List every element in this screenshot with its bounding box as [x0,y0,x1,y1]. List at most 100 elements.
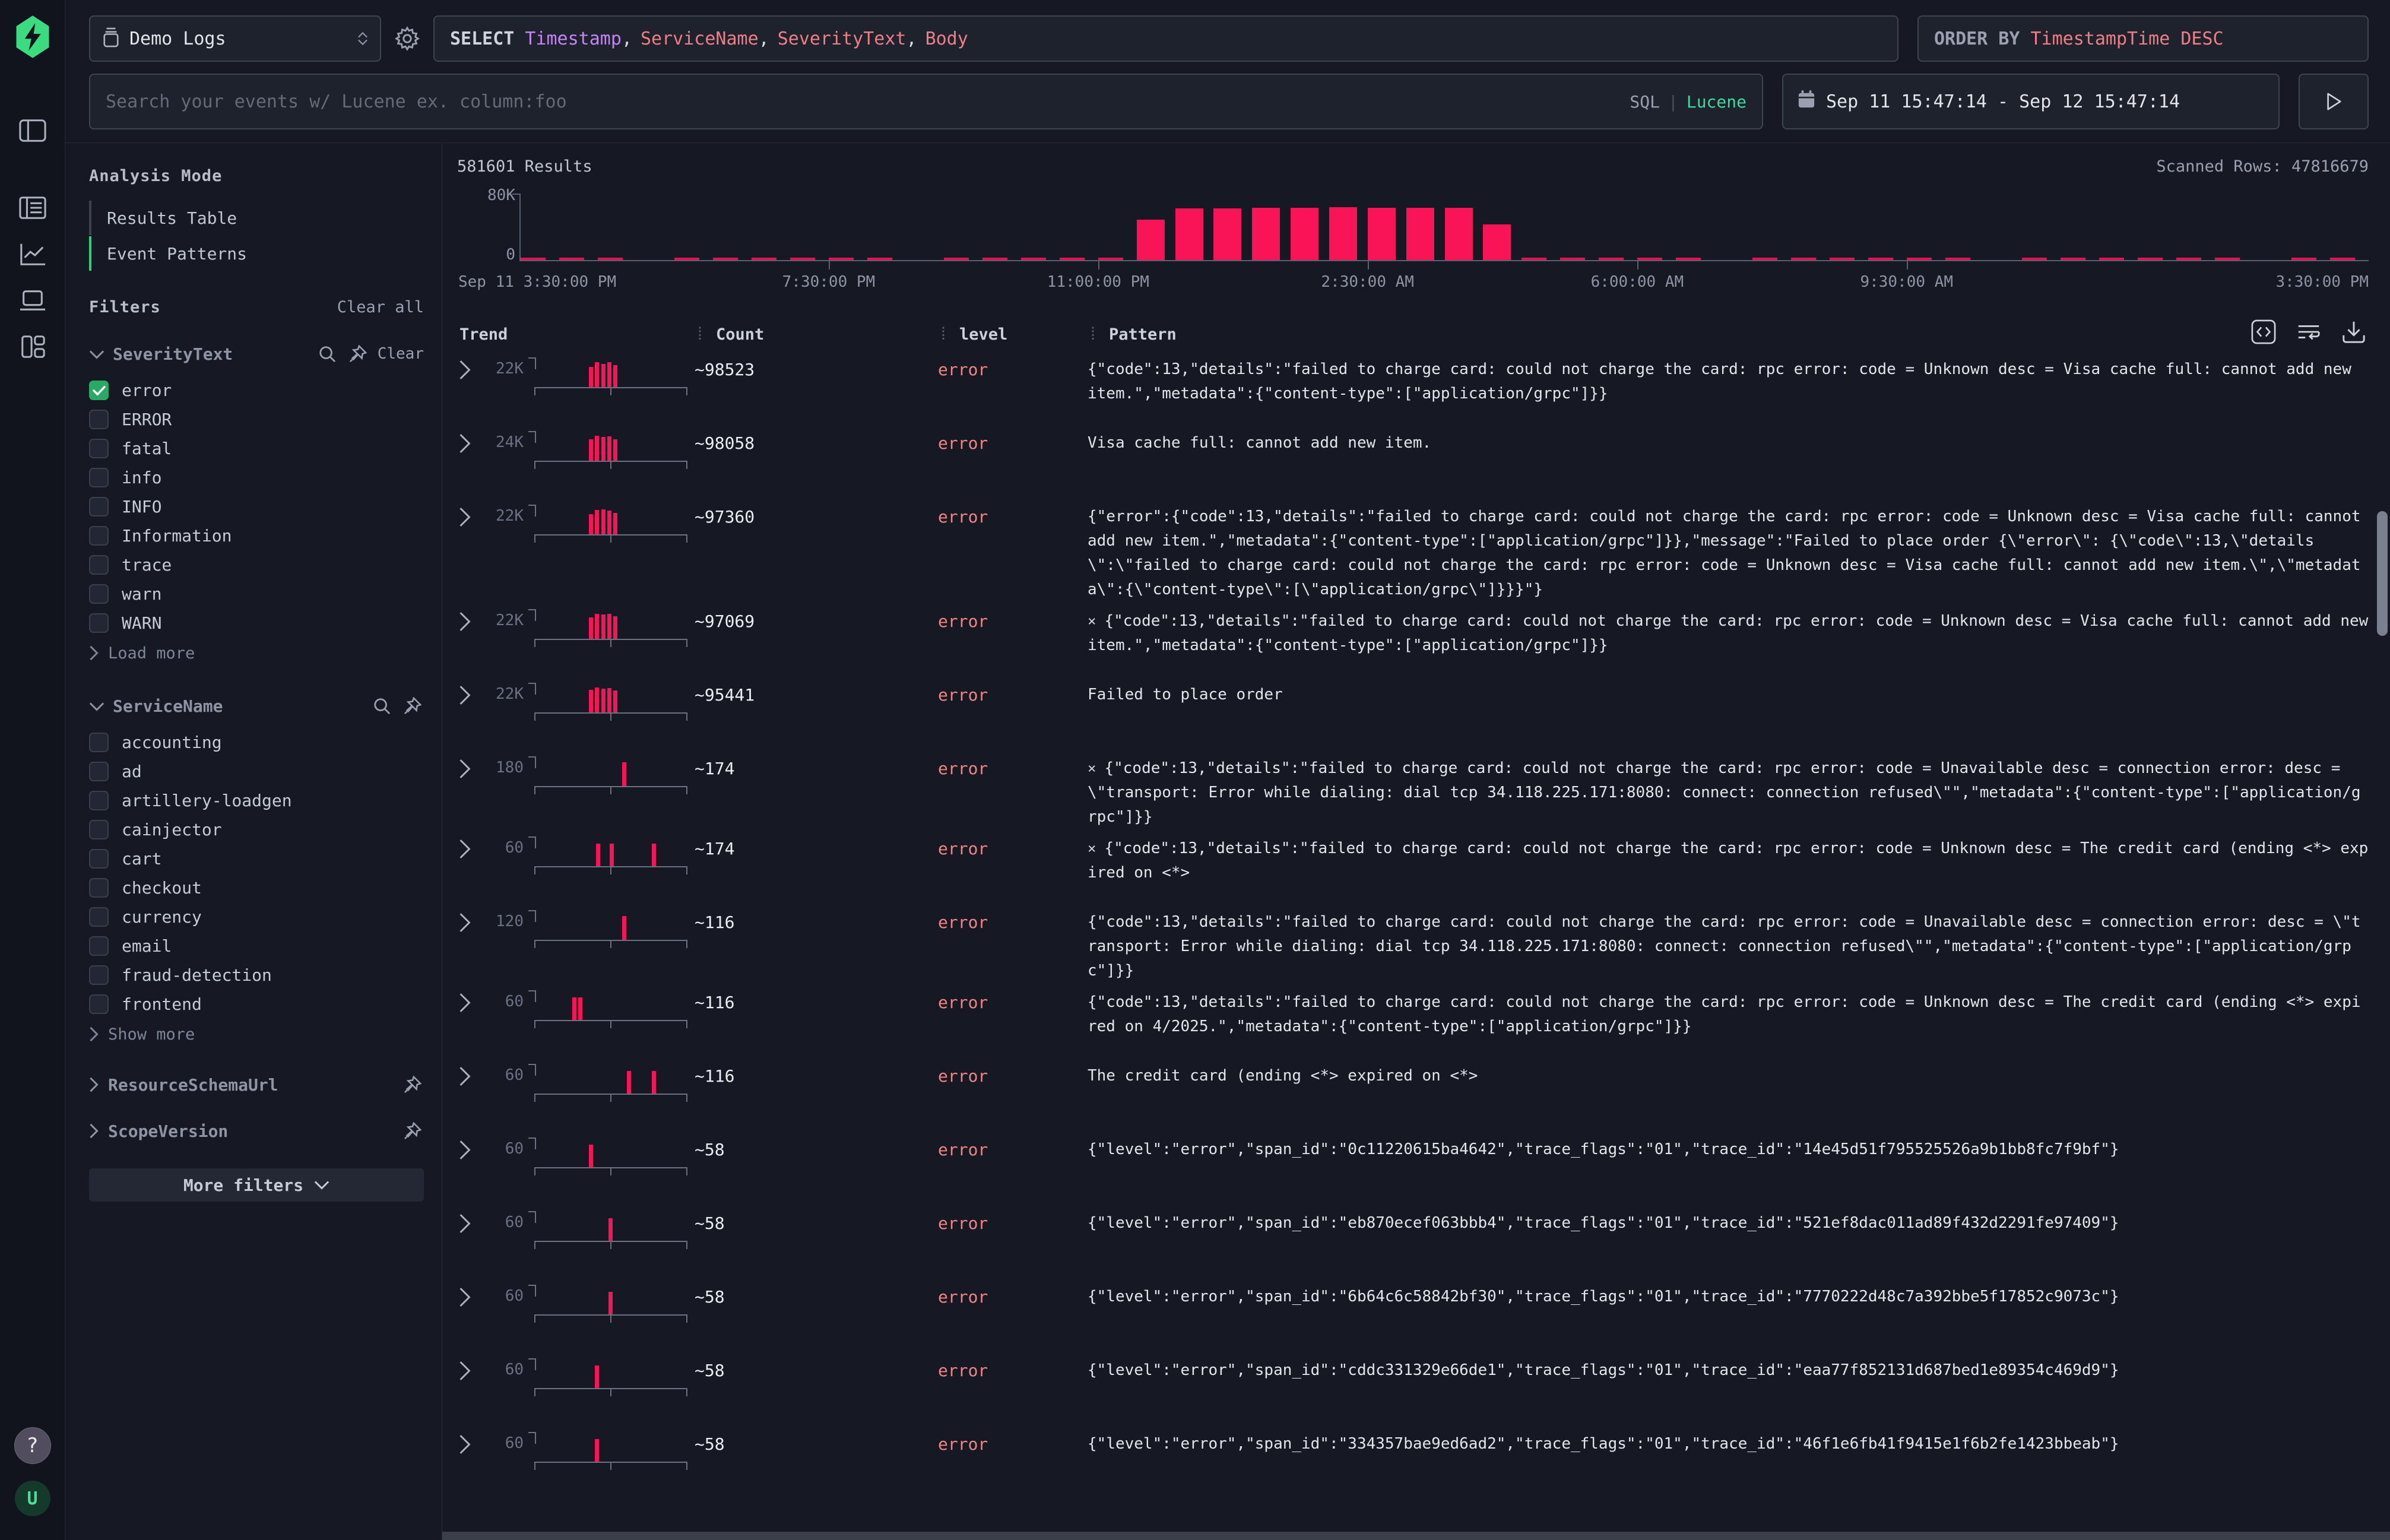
row-expand-chevron-icon[interactable] [457,682,471,707]
scope-version-group[interactable]: ScopeVersion [89,1120,424,1142]
text-wrap-icon[interactable] [2294,317,2324,347]
help-button[interactable]: ? [14,1427,51,1464]
run-query-button[interactable] [2299,74,2369,129]
checkbox[interactable] [89,965,109,985]
histogram-plot[interactable]: Sep 11 3:30:00 PM 7:30:00 PM 11:00:00 PM 2:… [458,194,2369,291]
order-by-input[interactable]: ORDER BY TimestampTime DESC [1917,15,2369,62]
histogram-bar[interactable] [1406,208,1434,260]
hyperdx-logo-icon[interactable] [13,15,52,58]
service-pin-icon[interactable] [401,695,424,717]
filter-checkbox-item[interactable]: email [89,931,424,961]
histogram-bar[interactable] [1136,220,1165,260]
col-pattern[interactable]: Pattern [1109,325,1177,344]
pattern-text[interactable]: ×The credit card (ending <*> expired on … [1088,1067,1478,1085]
pattern-text[interactable]: ×{"error":{"code":13,"details":"failed t… [1088,508,2370,598]
filter-checkbox-item[interactable]: cart [89,844,424,873]
sessions-laptop-icon[interactable] [15,283,50,318]
pattern-table-row[interactable]: 180 ~174 error × {"code":13,"details":"fa… [457,749,2369,829]
filter-checkbox-item[interactable]: checkout [89,873,424,902]
row-expand-chevron-icon[interactable] [457,608,471,633]
pattern-text[interactable]: ×{"level":"error","span_id":"6b64c6c5884… [1088,1288,2119,1305]
select-query-input[interactable]: SELECT Timestamp, ServiceName, SeverityTex… [433,15,1898,62]
severity-pin-icon[interactable] [347,343,369,365]
filter-checkbox-item[interactable]: WARN [89,609,424,638]
col-count[interactable]: Count [716,325,765,344]
sidebar-toggle-icon[interactable] [15,113,50,148]
checkbox[interactable] [89,791,109,810]
checkbox[interactable] [89,584,109,604]
service-group-header[interactable]: ServiceName [89,695,424,717]
row-expand-chevron-icon[interactable] [457,909,471,934]
service-show-more[interactable]: Show more [89,1019,424,1050]
severity-load-more[interactable]: Load more [89,638,424,668]
resource-schema-url-group[interactable]: ResourceSchemaUrl [89,1073,424,1096]
clear-all-filters-link[interactable]: Clear all [337,298,424,316]
col-trend[interactable]: Trend [459,325,508,344]
filter-checkbox-item[interactable]: fatal [89,434,424,463]
row-expand-chevron-icon[interactable] [457,1136,471,1162]
view-code-icon[interactable] [2249,317,2278,347]
row-expand-chevron-icon[interactable] [457,755,471,781]
severity-group-header[interactable]: SeverityText Clear [89,343,424,365]
mode-lucene[interactable]: Lucene [1686,91,1746,112]
row-expand-chevron-icon[interactable] [457,1210,471,1235]
source-settings-gear-icon[interactable] [391,15,424,62]
histogram-bar[interactable] [1483,224,1511,260]
pattern-text[interactable]: ×{"code":13,"details":"failed to charge … [1088,993,2361,1035]
histogram-bar[interactable] [1367,208,1396,260]
checkbox[interactable] [89,733,109,752]
search-logs-icon[interactable] [15,190,50,226]
pattern-text[interactable]: ×{"code":13,"details":"failed to charge … [1088,839,2369,882]
checkbox[interactable] [89,994,109,1014]
filter-checkbox-item[interactable]: trace [89,550,424,579]
filter-checkbox-item[interactable]: ad [89,757,424,786]
filter-checkbox-item[interactable]: frontend [89,990,424,1019]
pattern-table-row[interactable]: 60 ~58 error ×{"level":"error","span_id"… [457,1204,2369,1278]
pattern-text[interactable]: ×{"code":13,"details":"failed to charge … [1088,360,2361,403]
filter-checkbox-item[interactable]: warn [89,579,424,609]
pin-icon[interactable] [401,1073,424,1096]
histogram-bar[interactable] [1444,208,1473,260]
search-input[interactable] [106,91,1618,112]
histogram-bar[interactable] [1213,208,1242,260]
pattern-text[interactable]: ×{"level":"error","span_id":"334357bae9e… [1088,1435,2119,1453]
filter-checkbox-item[interactable]: ERROR [89,405,424,434]
col-drag-handle[interactable]: ⁞ [695,323,705,344]
service-search-icon[interactable] [370,695,393,717]
pattern-table-row[interactable]: 120 ~116 error ×{"code":13,"details":"fa… [457,903,2369,983]
checkbox[interactable] [89,762,109,781]
pattern-text[interactable]: ×Failed to place order [1088,686,1283,704]
checkbox[interactable] [89,410,109,429]
filter-checkbox-item[interactable]: error [89,376,424,405]
row-expand-chevron-icon[interactable] [457,835,471,861]
pattern-text[interactable]: ×{"code":13,"details":"failed to charge … [1088,913,2361,980]
dashboards-icon[interactable] [15,329,50,365]
pattern-text[interactable]: ×{"level":"error","span_id":"eb870ecef06… [1088,1214,2119,1232]
row-expand-chevron-icon[interactable] [457,356,471,382]
date-range-picker[interactable]: Sep 11 15:47:14 - Sep 12 15:47:14 [1782,74,2280,129]
pattern-text[interactable]: ×{"level":"error","span_id":"0c11220615b… [1088,1140,2119,1158]
filter-checkbox-item[interactable]: currency [89,902,424,931]
filter-checkbox-item[interactable]: Information [89,521,424,550]
severity-search-icon[interactable] [316,343,338,365]
checkbox[interactable] [89,820,109,839]
row-expand-chevron-icon[interactable] [457,1284,471,1309]
pattern-table-row[interactable]: 22K ~98523 error ×{"code":13,"details":"… [457,350,2369,424]
row-expand-chevron-icon[interactable] [457,989,471,1015]
filter-checkbox-item[interactable]: fraud-detection [89,961,424,990]
col-drag-handle[interactable]: ⁞ [938,323,949,344]
pattern-table-row[interactable]: 60 ~116 error ×{"code":13,"details":"fai… [457,983,2369,1057]
pattern-table-row[interactable]: 60 ~174 error × {"code":13,"details":"fai… [457,829,2369,903]
row-expand-chevron-icon[interactable] [457,1357,471,1383]
pattern-text[interactable]: ×Visa cache full: cannot add new item. [1088,434,1432,452]
pattern-table-row[interactable]: 60 ~58 error ×{"level":"error","span_id"… [457,1130,2369,1204]
row-expand-chevron-icon[interactable] [457,1063,471,1088]
histogram-bar[interactable] [1291,208,1319,260]
more-filters-button[interactable]: More filters [89,1168,424,1202]
row-expand-chevron-icon[interactable] [457,430,471,455]
filter-checkbox-item[interactable]: cainjector [89,815,424,844]
histogram-bar[interactable] [1329,207,1357,260]
filter-checkbox-item[interactable]: INFO [89,492,424,521]
pattern-table-row[interactable]: 60 ~116 error ×The credit card (ending <… [457,1057,2369,1130]
pattern-table-row[interactable]: 60 ~58 error ×{"level":"error","span_id"… [457,1278,2369,1351]
